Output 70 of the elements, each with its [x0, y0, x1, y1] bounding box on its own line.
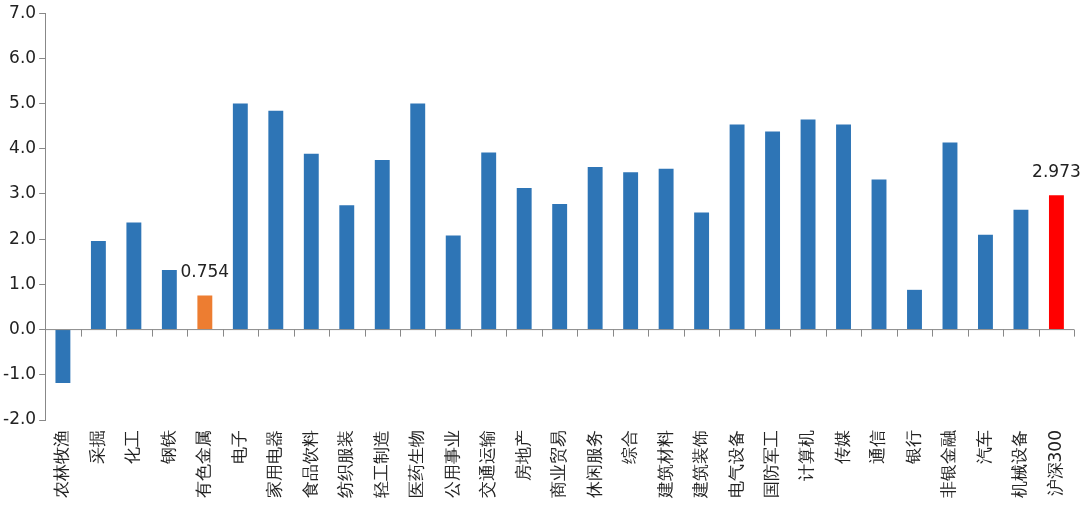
bar: [516, 188, 532, 330]
y-tick-label: -2.0: [3, 408, 37, 429]
x-tick-label: 医药生物: [406, 430, 427, 498]
y-tick-label: 4.0: [9, 137, 37, 158]
bar: [1013, 209, 1029, 330]
bar: [587, 166, 603, 330]
bar: [126, 222, 142, 330]
x-tick-label: 计算机: [796, 430, 817, 481]
x-tick-label: 建筑材料: [654, 430, 675, 499]
x-tick-label: 化工: [122, 430, 143, 464]
x-tick-label: 国防军工: [760, 430, 781, 498]
x-tick-label: 家用电器: [264, 430, 285, 498]
bar: [1048, 195, 1064, 330]
y-tick-label: 5.0: [9, 92, 37, 113]
y-tick-label: 6.0: [9, 46, 37, 67]
x-tick-label: 纺织服装: [335, 430, 356, 498]
bar: [232, 103, 248, 330]
bar: [658, 168, 674, 330]
bar: [268, 110, 284, 330]
x-tick-label: 轻工制造: [370, 430, 391, 498]
y-tick-label: 2.0: [9, 227, 37, 248]
bar: [765, 131, 781, 330]
bar: [978, 234, 993, 330]
x-tick-label: 汽车: [973, 430, 994, 464]
x-tick-label: 机械设备: [1009, 430, 1030, 498]
x-tick-label: 综合: [619, 430, 640, 464]
bar: [339, 205, 355, 330]
bar: [481, 152, 497, 330]
x-tick-label: 沪深300: [1044, 430, 1065, 497]
bar: [871, 179, 887, 330]
x-tick-label: 交通运输: [477, 430, 498, 498]
bar: [55, 330, 71, 383]
bar: [161, 269, 177, 330]
y-tick-label: 0.0: [9, 318, 37, 339]
x-tick-label: 电子: [228, 430, 249, 464]
x-tick-label: 采掘: [86, 430, 107, 464]
bar: [623, 172, 639, 330]
data-label: 0.754: [180, 261, 230, 282]
x-tick-label: 钢铁: [157, 430, 178, 465]
x-tick-label: 农林牧渔: [51, 430, 72, 498]
x-tick-label: 房地产: [512, 430, 533, 481]
x-tick-label: 食品饮料: [299, 430, 320, 498]
bar: [942, 142, 958, 330]
x-tick-label: 商业贸易: [548, 430, 569, 498]
x-tick-label: 有色金属: [193, 430, 214, 498]
y-tick-label: 3.0: [9, 182, 37, 203]
x-tick-label: 建筑装饰: [690, 430, 711, 499]
bar: [836, 124, 851, 330]
y-tick-label: 7.0: [9, 1, 37, 22]
bar: [800, 119, 816, 330]
x-tick-label: 休闲服务: [583, 430, 604, 498]
x-tick-label: 电气设备: [725, 430, 746, 498]
bar: [907, 289, 922, 330]
bar: [303, 153, 319, 330]
bar: [90, 241, 106, 330]
x-tick-label: 银行: [902, 430, 923, 465]
y-tick-label: -1.0: [3, 363, 37, 384]
bar: [552, 203, 568, 330]
bar: [694, 212, 710, 330]
bar: [445, 235, 461, 330]
x-tick-label: 通信: [867, 430, 888, 464]
bar: [410, 103, 426, 330]
x-tick-label: 公用事业: [441, 430, 462, 498]
y-tick-label: 1.0: [9, 272, 37, 293]
bar: [374, 160, 390, 330]
bar: [197, 295, 213, 330]
x-tick-label: 非银金融: [938, 430, 959, 498]
x-tick-label: 传媒: [831, 430, 852, 464]
data-label: 2.973: [1032, 161, 1081, 182]
bar: [729, 124, 745, 330]
